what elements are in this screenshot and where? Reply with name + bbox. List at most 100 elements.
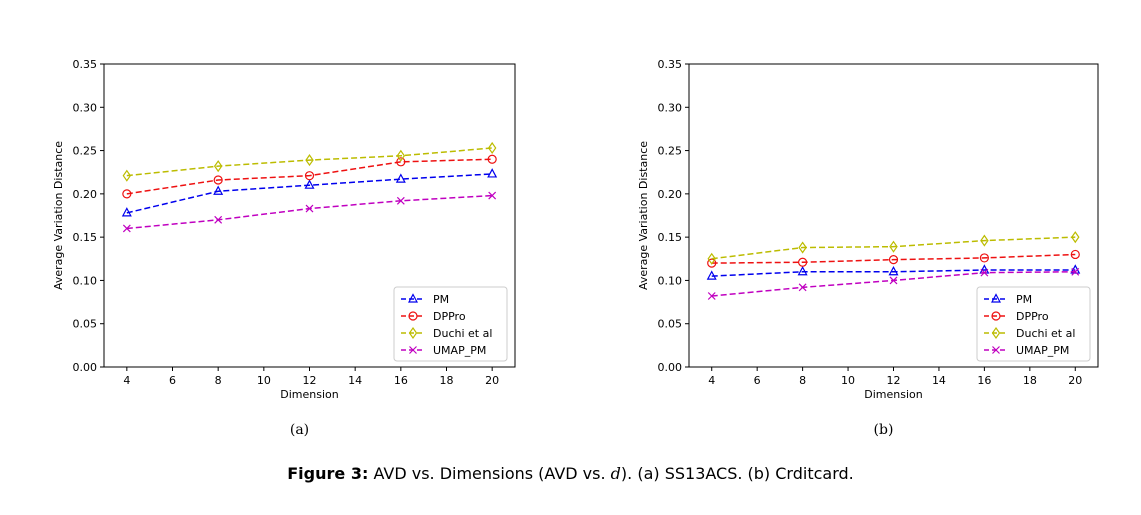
x-tick-label: 4 (708, 374, 715, 387)
legend-marker (408, 293, 418, 303)
data-point (396, 157, 406, 167)
data-point (304, 171, 315, 181)
x-tick-label: 20 (485, 374, 499, 387)
legend-label: PM (1016, 293, 1032, 306)
figure-caption: Figure 3: AVD vs. Dimensions (AVD vs. d)… (0, 464, 1141, 483)
data-point (707, 252, 716, 265)
y-tick-label: 0.30 (658, 101, 683, 114)
data-point (979, 253, 989, 263)
data-point (889, 240, 898, 253)
x-axis-label: Dimension (280, 388, 338, 401)
subfigure-label: (a) (290, 422, 309, 438)
x-tick-label: 10 (257, 374, 271, 387)
data-point (888, 255, 899, 265)
legend-marker (409, 346, 417, 354)
data-point (213, 185, 224, 195)
data-point (1070, 249, 1080, 260)
data-point (305, 154, 314, 167)
data-point (487, 141, 497, 155)
data-point (1071, 231, 1080, 244)
data-point (122, 224, 131, 233)
legend-marker (991, 311, 1001, 321)
x-tick-label: 4 (123, 374, 130, 387)
data-point (797, 265, 808, 276)
chart-panel-a: 0.00 0.05 0.10 0.15 0.20 0.25 0.30 0.35 4 6 8 10 12 1… (52, 58, 516, 438)
data-point (305, 204, 314, 213)
legend-label: Duchi et al (433, 327, 492, 340)
data-point (122, 169, 132, 182)
series-line (711, 236, 1076, 260)
x-tick-label: 8 (799, 374, 806, 387)
y-tick-label: 0.25 (658, 145, 683, 158)
x-tick-label: 16 (394, 374, 408, 387)
caption-variable: d (610, 464, 621, 483)
y-tick-label: 0.05 (73, 318, 98, 331)
y-tick-label: 0.25 (73, 145, 98, 158)
y-tick-label: 0.35 (73, 58, 98, 71)
data-point (706, 270, 717, 280)
data-point (396, 149, 406, 162)
legend-label: UMAP_PM (1016, 344, 1069, 357)
chart-panel-b: 0.00 0.05 0.10 0.15 0.20 0.25 0.30 0.35 4 6 8 10 12 1… (637, 58, 1099, 438)
y-tick-label: 0.35 (658, 58, 683, 71)
caption-text-after: ). (a) SS13ACS. (b) Crditcard. (620, 464, 854, 483)
data-point (798, 283, 807, 292)
data-point (213, 175, 223, 185)
caption-label: Figure 3: (287, 464, 369, 483)
x-tick-label: 20 (1068, 374, 1082, 387)
data-point (889, 276, 898, 285)
x-tick-label: 6 (754, 374, 761, 387)
caption-text-before: AVD vs. Dimensions (AVD vs. (368, 464, 611, 483)
data-point (1071, 267, 1080, 276)
legend-label: PM (433, 293, 449, 306)
y-tick-label: 0.30 (73, 101, 98, 114)
data-point (487, 154, 497, 164)
legend-label: DPPro (1016, 310, 1049, 323)
x-tick-label: 14 (348, 374, 362, 387)
data-point (980, 234, 989, 247)
y-tick-label: 0.10 (658, 274, 683, 287)
series-line (126, 147, 493, 177)
y-tick-label: 0.00 (658, 361, 683, 374)
data-point (487, 168, 498, 178)
x-tick-label: 12 (887, 374, 901, 387)
series-line (711, 253, 1076, 264)
y-tick-label: 0.05 (658, 318, 683, 331)
data-point (707, 258, 717, 268)
data-point (395, 173, 406, 183)
legend-label: DPPro (433, 310, 466, 323)
y-tick-label: 0.10 (73, 274, 98, 287)
data-point (304, 179, 315, 189)
legend-marker (408, 311, 418, 321)
y-tick-label: 0.00 (73, 361, 98, 374)
data-point (213, 160, 223, 173)
legend-marker (991, 293, 1001, 303)
y-axis-label: Average Variation Distance (52, 141, 65, 290)
x-tick-label: 14 (932, 374, 946, 387)
legend-box (976, 286, 1091, 362)
data-point (798, 257, 808, 267)
x-axis-label: Dimension (864, 388, 922, 401)
x-tick-label: 10 (841, 374, 855, 387)
data-point (798, 241, 807, 254)
y-tick-label: 0.15 (658, 231, 683, 244)
legend-label: UMAP_PM (433, 344, 486, 357)
series-line (126, 158, 493, 195)
y-axis-label: Average Variation Distance (637, 141, 650, 290)
x-tick-label: 16 (977, 374, 991, 387)
legend-box (393, 286, 508, 362)
y-tick-label: 0.20 (658, 188, 683, 201)
figure: 0.00 0.05 0.10 0.15 0.20 0.25 0.30 0.35 4 6 8 10 12 1… (52, 58, 1099, 438)
legend-marker (992, 346, 1000, 354)
subfigure-label: (b) (874, 422, 894, 438)
x-tick-label: 12 (303, 374, 317, 387)
data-point (214, 215, 223, 224)
data-point (121, 207, 132, 217)
y-tick-label: 0.15 (73, 231, 98, 244)
x-tick-label: 6 (169, 374, 176, 387)
x-tick-label: 18 (440, 374, 454, 387)
data-point (980, 268, 989, 277)
legend-marker (991, 326, 1001, 340)
data-point (488, 191, 497, 200)
series-line (711, 269, 1076, 277)
